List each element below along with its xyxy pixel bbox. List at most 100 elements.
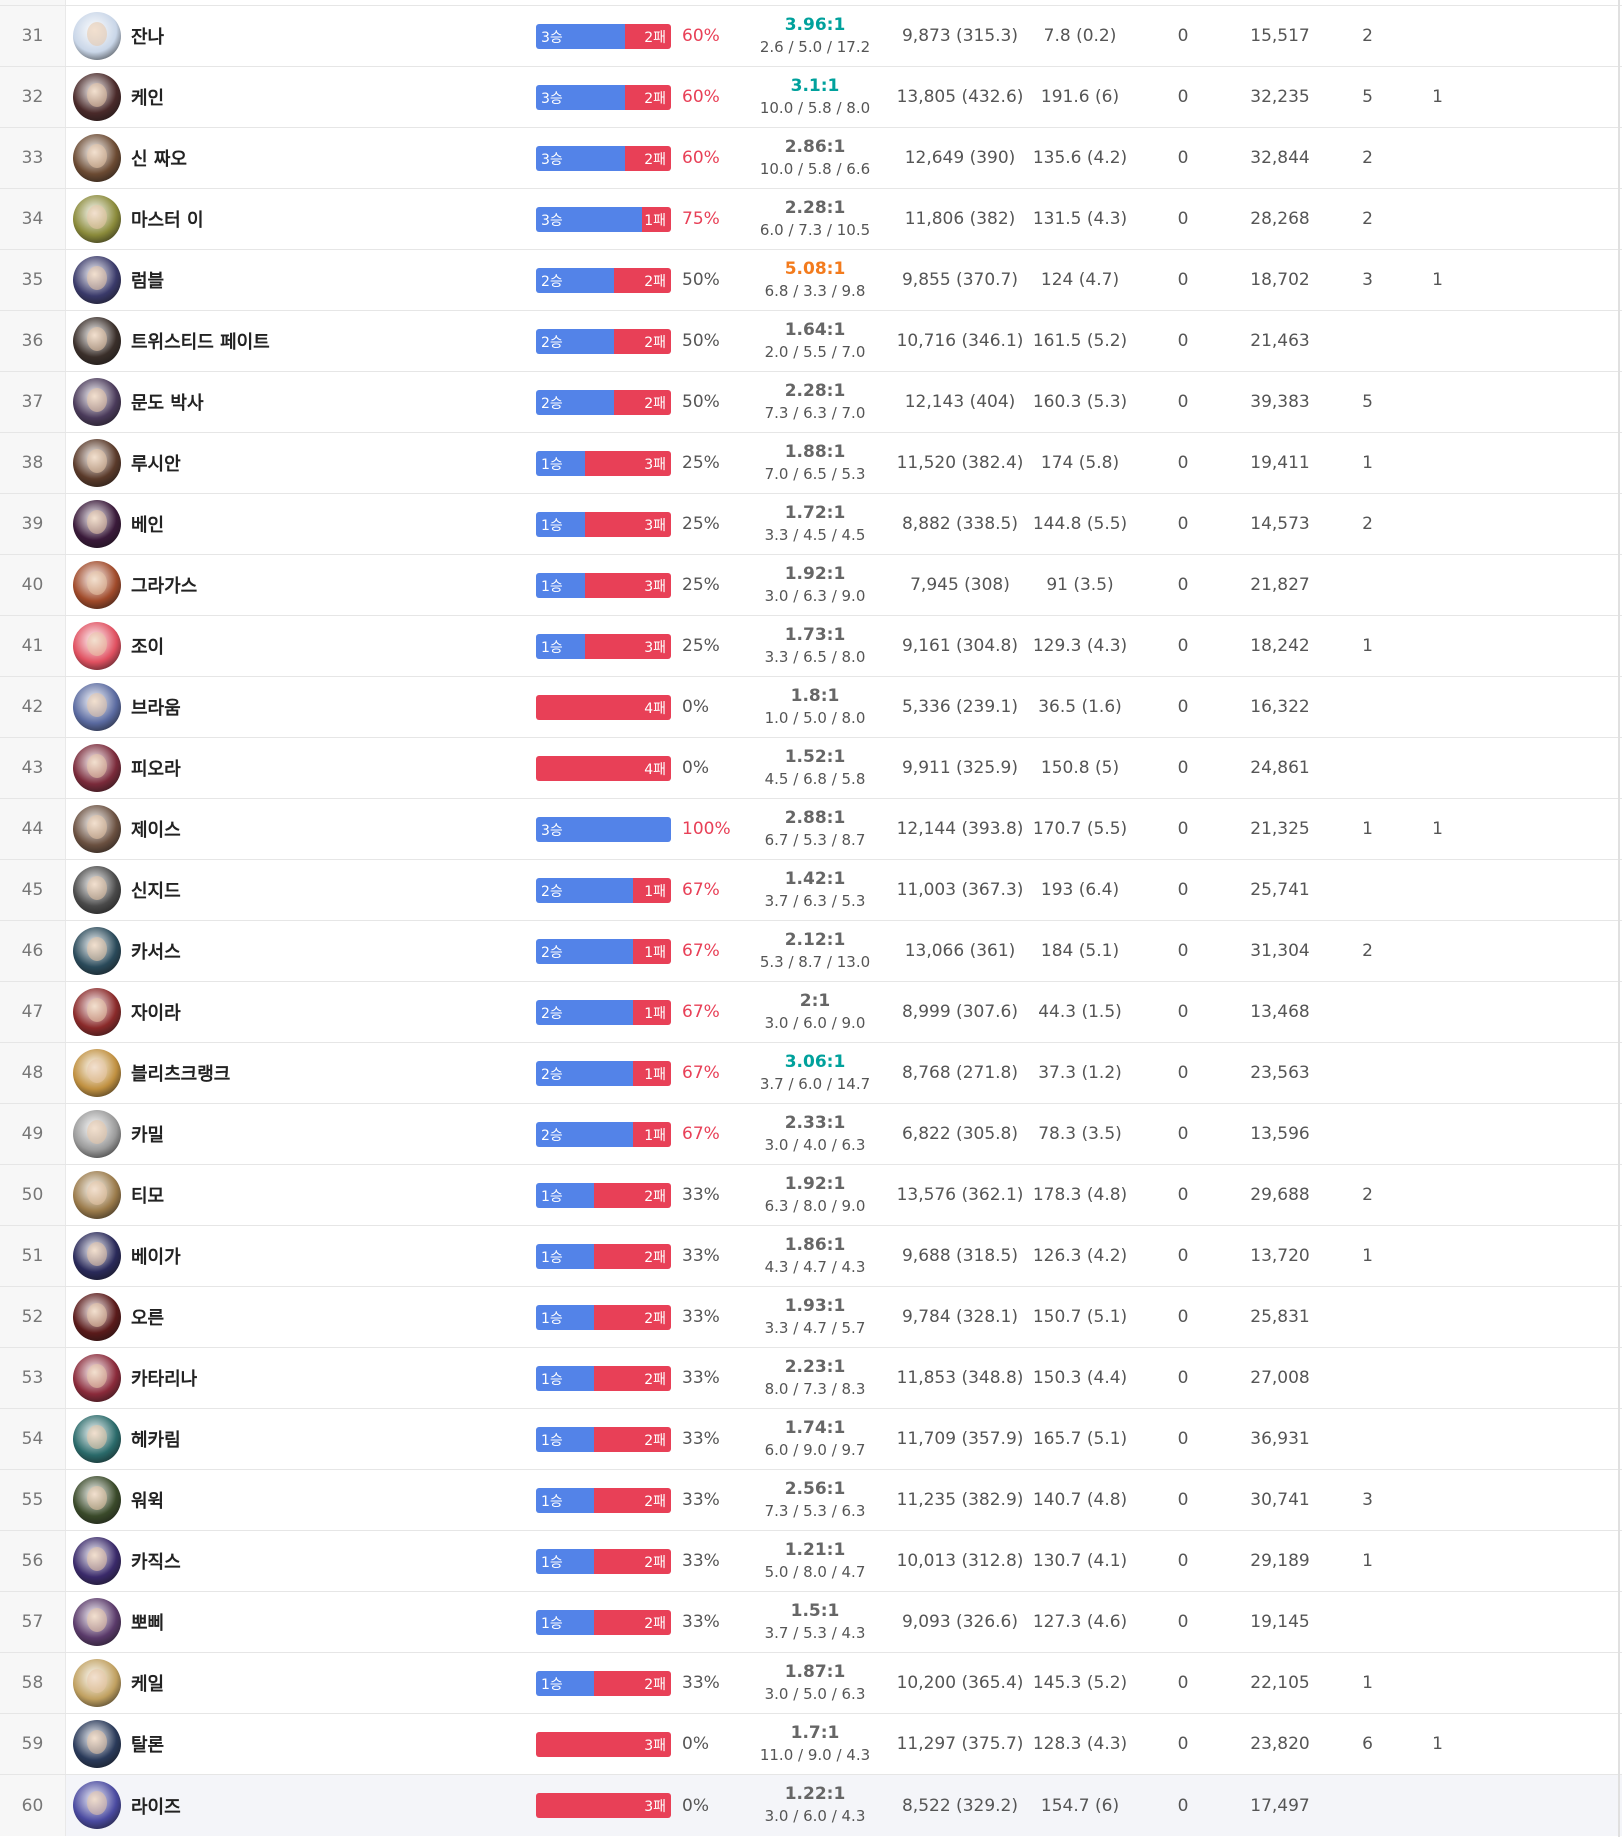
table-row[interactable]: 35 럼블 2승 2패 50% 5.08:1 6.8 / 3.3 / 9.8 9,855 (3… [0,249,1622,310]
triple-kill-stat [1420,555,1455,615]
champion-name[interactable]: 오른 [131,1308,165,1329]
table-row[interactable]: 53 카타리나 1승 2패 33% 2.23:1 8.0 / 7.3 / 8.3 11,853… [0,1347,1622,1408]
champion-avatar[interactable] [73,12,121,60]
champion-name[interactable]: 조이 [131,637,165,658]
table-row[interactable]: 31 잔나 3승 2패 60% 3.96:1 2.6 / 5.0 / 17.2 9,873 (… [0,5,1622,66]
table-row[interactable]: 60 라이즈 3패 0% 1.22:1 3.0 / 6.0 / 4.3 8,522 (329… [0,1774,1622,1836]
champion-avatar[interactable] [73,744,121,792]
table-row[interactable]: 54 헤카림 1승 2패 33% 1.74:1 6.0 / 9.0 / 9.7 11,709 … [0,1408,1622,1469]
champion-avatar[interactable] [73,1476,121,1524]
champion-avatar[interactable] [73,1110,121,1158]
champion-name[interactable]: 뽀삐 [131,1613,165,1634]
table-row[interactable]: 41 조이 1승 3패 25% 1.73:1 3.3 / 6.5 / 8.0 9,161 (3… [0,615,1622,676]
champion-name[interactable]: 케일 [131,1674,165,1695]
table-row[interactable]: 50 티모 1승 2패 33% 1.92:1 6.3 / 8.0 / 9.0 13,576 (… [0,1164,1622,1225]
champion-avatar[interactable] [73,1354,121,1402]
table-row[interactable]: 37 문도 박사 2승 2패 50% 2.28:1 7.3 / 6.3 / 7.0 12,14… [0,371,1622,432]
table-row[interactable]: 52 오른 1승 2패 33% 1.93:1 3.3 / 4.7 / 5.7 9,784 (3… [0,1286,1622,1347]
champion-avatar[interactable] [73,73,121,121]
champion-avatar[interactable] [73,439,121,487]
champion-name[interactable]: 그라가스 [131,576,198,597]
champion-name[interactable]: 티모 [131,1186,165,1207]
table-row[interactable]: 42 브라움 4패 0% 1.8:1 1.0 / 5.0 / 8.0 5,336 (239.… [0,676,1622,737]
champion-name[interactable]: 카타리나 [131,1369,198,1390]
champion-name[interactable]: 자이라 [131,1003,181,1024]
champion-avatar[interactable] [73,866,121,914]
champion-avatar[interactable] [73,1720,121,1768]
table-row[interactable]: 40 그라가스 1승 3패 25% 1.92:1 3.0 / 6.3 / 9.0 7,945 … [0,554,1622,615]
win-loss-bar: 2승 1패 [536,1000,671,1025]
champion-avatar[interactable] [73,1598,121,1646]
champion-avatar[interactable] [73,256,121,304]
champion-name[interactable]: 루시안 [131,454,181,475]
champion-avatar[interactable] [73,1049,121,1097]
champion-name[interactable]: 워윅 [131,1491,165,1512]
champion-avatar[interactable] [73,1781,121,1829]
champion-name[interactable]: 트위스티드 페이트 [131,332,270,353]
champion-name[interactable]: 잔나 [131,27,165,48]
table-row[interactable]: 44 제이스 3승 100% 2.88:1 6.7 / 5.3 / 8.7 12,144 (… [0,798,1622,859]
champion-name[interactable]: 카밀 [131,1125,165,1146]
cs-stat: 36.5 (1.6) [1038,697,1122,717]
champion-name[interactable]: 베이가 [131,1247,181,1268]
table-row[interactable]: 48 블리츠크랭크 2승 1패 67% 3.06:1 3.7 / 6.0 / 14.7 8,7… [0,1042,1622,1103]
champion-portrait-icon [87,937,107,961]
champion-name[interactable]: 카서스 [131,942,181,963]
champion-avatar[interactable] [73,134,121,182]
champion-name[interactable]: 문도 박사 [131,393,204,414]
champion-avatar[interactable] [73,622,121,670]
champion-name[interactable]: 라이즈 [131,1796,181,1818]
table-row[interactable]: 58 케일 1승 2패 33% 1.87:1 3.0 / 5.0 / 6.3 10,200 (… [0,1652,1622,1713]
champion-name[interactable]: 신 짜오 [131,149,187,170]
champion-name[interactable]: 카직스 [131,1552,181,1573]
table-row[interactable]: 38 루시안 1승 3패 25% 1.88:1 7.0 / 6.5 / 5.3 11,520 … [0,432,1622,493]
table-row[interactable]: 34 마스터 이 3승 1패 75% 2.28:1 6.0 / 7.3 / 10.5 11,8… [0,188,1622,249]
champion-name[interactable]: 피오라 [131,759,181,780]
champion-avatar[interactable] [73,988,121,1036]
champion-name[interactable]: 탈론 [131,1735,165,1756]
champion-avatar[interactable] [73,195,121,243]
table-row[interactable]: 59 탈론 3패 0% 1.7:1 11.0 / 9.0 / 4.3 11,297 (375… [0,1713,1622,1774]
champion-name[interactable]: 베인 [131,515,165,536]
kda-ratio: 2.56:1 [784,1479,846,1499]
table-row[interactable]: 47 자이라 2승 1패 67% 2:1 3.0 / 6.0 / 9.0 8,999 (307… [0,981,1622,1042]
double-kill-stat [1350,982,1385,1042]
champion-name[interactable]: 브라움 [131,698,181,719]
champion-avatar[interactable] [73,1659,121,1707]
table-row[interactable]: 33 신 짜오 3승 2패 60% 2.86:1 10.0 / 5.8 / 6.6 12,64… [0,127,1622,188]
win-rate: 60% [682,26,720,46]
table-row[interactable]: 55 워윅 1승 2패 33% 2.56:1 7.3 / 5.3 / 6.3 11,235 (… [0,1469,1622,1530]
champion-name[interactable]: 신지드 [131,881,181,902]
table-row[interactable]: 32 케인 3승 2패 60% 3.1:1 10.0 / 5.8 / 8.0 13,805 (… [0,66,1622,127]
champion-avatar[interactable] [73,500,121,548]
champion-name[interactable]: 제이스 [131,820,181,841]
table-row[interactable]: 56 카직스 1승 2패 33% 1.21:1 5.0 / 8.0 / 4.7 10,013 … [0,1530,1622,1591]
rank-number: 39 [0,494,66,554]
champion-name[interactable]: 마스터 이 [131,210,204,231]
table-row[interactable]: 49 카밀 2승 1패 67% 2.33:1 3.0 / 4.0 / 6.3 6,822 (3… [0,1103,1622,1164]
champion-name[interactable]: 럼블 [131,271,165,292]
table-row[interactable]: 57 뽀삐 1승 2패 33% 1.5:1 3.7 / 5.3 / 4.3 9,093 (32… [0,1591,1622,1652]
champion-avatar[interactable] [73,1171,121,1219]
table-row[interactable]: 43 피오라 4패 0% 1.52:1 4.5 / 6.8 / 5.8 9,911 (325… [0,737,1622,798]
champion-avatar[interactable] [73,378,121,426]
champion-avatar[interactable] [73,927,121,975]
table-row[interactable]: 39 베인 1승 3패 25% 1.72:1 3.3 / 4.5 / 4.5 8,882 (3… [0,493,1622,554]
champion-avatar[interactable] [73,683,121,731]
champion-name[interactable]: 케인 [131,88,165,109]
double-kill-stat: 1 [1362,1673,1373,1693]
champion-avatar[interactable] [73,317,121,365]
table-row[interactable]: 46 카서스 2승 1패 67% 2.12:1 5.3 / 8.7 / 13.0 13,066… [0,920,1622,981]
champion-avatar[interactable] [73,1415,121,1463]
champion-avatar[interactable] [73,805,121,853]
champion-name[interactable]: 블리츠크랭크 [131,1064,231,1085]
kda-cell: 1.5:1 3.7 / 5.3 / 4.3 [740,1600,890,1644]
champion-avatar[interactable] [73,1232,121,1280]
table-row[interactable]: 36 트위스티드 페이트 2승 2패 50% 1.64:1 2.0 / 5.5 / 7.0 1… [0,310,1622,371]
champion-avatar[interactable] [73,561,121,609]
champion-avatar[interactable] [73,1293,121,1341]
table-row[interactable]: 51 베이가 1승 2패 33% 1.86:1 4.3 / 4.7 / 4.3 9,688 (… [0,1225,1622,1286]
champion-avatar[interactable] [73,1537,121,1585]
table-row[interactable]: 45 신지드 2승 1패 67% 1.42:1 3.7 / 6.3 / 5.3 11,003 … [0,859,1622,920]
champion-name[interactable]: 헤카림 [131,1430,181,1451]
